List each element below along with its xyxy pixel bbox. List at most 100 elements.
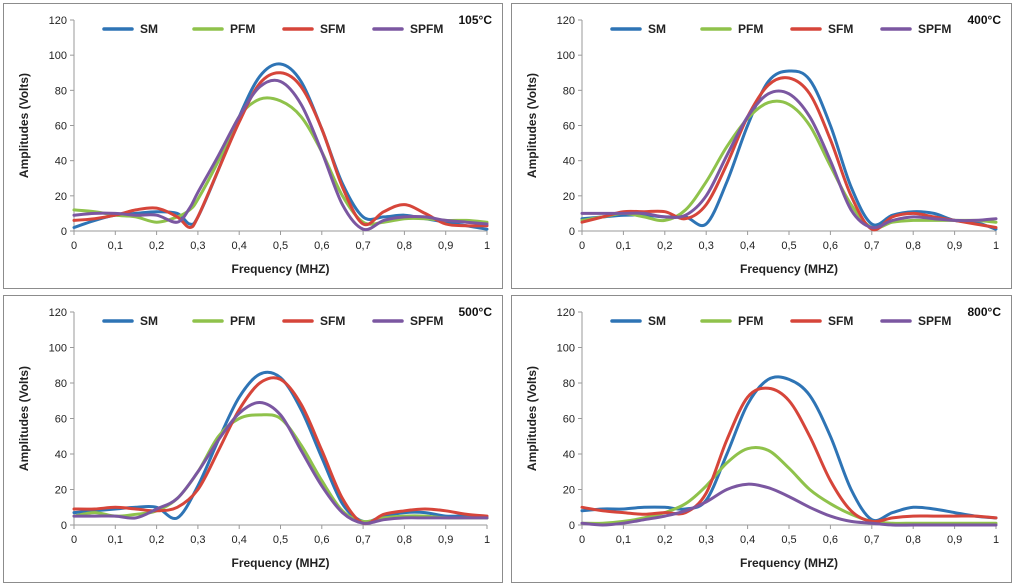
series-line-sm xyxy=(580,375,998,523)
series-line-spfm xyxy=(580,482,998,527)
temperature-label: 500°C xyxy=(459,305,493,319)
x-tick-label: 0,5 xyxy=(273,534,288,546)
y-tick-label: 0 xyxy=(61,520,67,532)
chart-panel-500c: 0 20 40 60 80 100 120 0 0,1 0,2 0,3 0,4 0,5 0,6 0,7 0,8… xyxy=(3,295,503,583)
y-tick-label: 20 xyxy=(563,485,575,497)
y-tick-label: 20 xyxy=(563,191,575,203)
y-axis-title: Amplitudes (Volts) xyxy=(525,366,539,471)
x-tick-label: 0,7 xyxy=(355,240,370,252)
y-tick-label: 120 xyxy=(49,15,67,27)
x-tick-label: 0,3 xyxy=(190,240,205,252)
x-tick-label: 0,5 xyxy=(781,240,796,252)
x-tick-label: 1 xyxy=(484,240,490,252)
x-tick-label: 0,1 xyxy=(108,240,123,252)
x-tick-label: 0,7 xyxy=(355,534,370,546)
x-tick-label: 0,8 xyxy=(906,240,921,252)
x-tick-label: 0,5 xyxy=(781,534,796,546)
y-tick-label: 60 xyxy=(563,414,575,426)
legend-label-spfm: SPFM xyxy=(918,22,951,36)
y-tick-label: 40 xyxy=(563,449,575,461)
x-tick-label: 1 xyxy=(993,534,999,546)
x-axis-title: Frequency (MHZ) xyxy=(231,556,329,570)
x-tick-label: 0,9 xyxy=(438,534,453,546)
legend-label-sm: SM xyxy=(648,314,666,328)
series-line-spfm xyxy=(72,78,489,232)
y-tick-label: 80 xyxy=(55,378,67,390)
x-tick-label: 0,6 xyxy=(314,240,329,252)
series-line-sm xyxy=(72,62,489,231)
x-tick-label: 0,5 xyxy=(273,240,288,252)
x-tick-label: 0,8 xyxy=(397,240,412,252)
series-line-pfm xyxy=(72,96,489,226)
chart-svg: 0 20 40 60 80 100 120 0 0,1 0,2 0,3 0,4 0,5 0,6 0,7 0,8… xyxy=(525,13,1001,276)
x-tick-label: 0 xyxy=(71,240,77,252)
y-tick-label: 80 xyxy=(563,378,575,390)
x-tick-label: 0,6 xyxy=(823,240,838,252)
chart-svg: 0 20 40 60 80 100 120 0 0,1 0,2 0,3 0,4 0,5 0,6 0,7 0,8… xyxy=(17,13,493,276)
y-tick-label: 100 xyxy=(49,50,67,62)
y-tick-label: 100 xyxy=(557,50,575,62)
x-tick-label: 0,2 xyxy=(149,240,164,252)
x-tick-label: 0,4 xyxy=(232,534,247,546)
series-line-pfm xyxy=(580,445,998,525)
x-tick-label: 0,6 xyxy=(314,534,329,546)
y-tick-label: 40 xyxy=(55,449,67,461)
legend-label-spfm: SPFM xyxy=(410,314,443,328)
y-tick-label: 60 xyxy=(55,414,67,426)
x-tick-label: 0,3 xyxy=(699,534,714,546)
series-line-spfm xyxy=(72,401,489,525)
legend-label-sfm: SFM xyxy=(320,22,345,36)
x-tick-label: 0,1 xyxy=(108,534,123,546)
series-line-sfm xyxy=(72,376,489,526)
legend-label-sm: SM xyxy=(648,22,666,36)
x-tick-label: 0,7 xyxy=(864,534,879,546)
y-tick-label: 80 xyxy=(563,85,575,97)
legend-label-spfm: SPFM xyxy=(410,22,443,36)
y-tick-label: 120 xyxy=(49,307,67,319)
x-tick-label: 0 xyxy=(579,534,585,546)
legend-label-pfm: PFM xyxy=(230,314,255,328)
x-axis-title: Frequency (MHZ) xyxy=(231,262,329,276)
series-line-pfm xyxy=(580,99,998,230)
x-tick-label: 0,2 xyxy=(657,240,672,252)
legend-label-pfm: PFM xyxy=(738,314,763,328)
y-tick-label: 120 xyxy=(557,307,575,319)
x-tick-label: 0,9 xyxy=(947,240,962,252)
x-tick-label: 0,2 xyxy=(149,534,164,546)
chart-panel-105c: 0 20 40 60 80 100 120 0 0,1 0,2 0,3 0,4 0,5 0,6 0,7 0,8… xyxy=(3,3,503,289)
y-tick-label: 20 xyxy=(55,485,67,497)
x-tick-label: 0,3 xyxy=(190,534,205,546)
x-tick-label: 0,1 xyxy=(616,240,631,252)
series-line-sm xyxy=(72,370,489,524)
y-tick-label: 120 xyxy=(557,15,575,27)
y-tick-label: 20 xyxy=(55,191,67,203)
legend-label-pfm: PFM xyxy=(738,22,763,36)
y-tick-label: 80 xyxy=(55,85,67,97)
chart-svg: 0 20 40 60 80 100 120 0 0,1 0,2 0,3 0,4 0,5 0,6 0,7 0,8… xyxy=(17,305,493,570)
y-tick-label: 40 xyxy=(563,156,575,168)
y-tick-label: 0 xyxy=(569,226,575,238)
x-tick-label: 1 xyxy=(993,240,999,252)
y-axis-title: Amplitudes (Volts) xyxy=(17,366,31,471)
x-tick-label: 0,9 xyxy=(438,240,453,252)
x-tick-label: 0,4 xyxy=(740,534,755,546)
y-tick-label: 0 xyxy=(61,226,67,238)
x-tick-label: 0,6 xyxy=(823,534,838,546)
chart-panel-400c: 0 20 40 60 80 100 120 0 0,1 0,2 0,3 0,4 0,5 0,6 0,7 0,8… xyxy=(511,3,1012,289)
temperature-label: 105°C xyxy=(459,13,493,27)
x-tick-label: 0,4 xyxy=(740,240,755,252)
x-tick-label: 0,7 xyxy=(864,240,879,252)
chart-panel-800c: 0 20 40 60 80 100 120 0 0,1 0,2 0,3 0,4 0,5 0,6 0,7 0,8… xyxy=(511,295,1012,583)
x-tick-label: 0,4 xyxy=(232,240,247,252)
y-tick-label: 60 xyxy=(563,121,575,133)
x-tick-label: 0,2 xyxy=(657,534,672,546)
series-line-pfm xyxy=(72,413,489,524)
legend-label-spfm: SPFM xyxy=(918,314,951,328)
x-tick-label: 0 xyxy=(71,534,77,546)
x-tick-label: 0,9 xyxy=(947,534,962,546)
x-tick-label: 0,8 xyxy=(397,534,412,546)
y-axis-title: Amplitudes (Volts) xyxy=(17,73,31,178)
y-tick-label: 60 xyxy=(55,121,67,133)
y-tick-label: 0 xyxy=(569,520,575,532)
y-tick-label: 40 xyxy=(55,156,67,168)
